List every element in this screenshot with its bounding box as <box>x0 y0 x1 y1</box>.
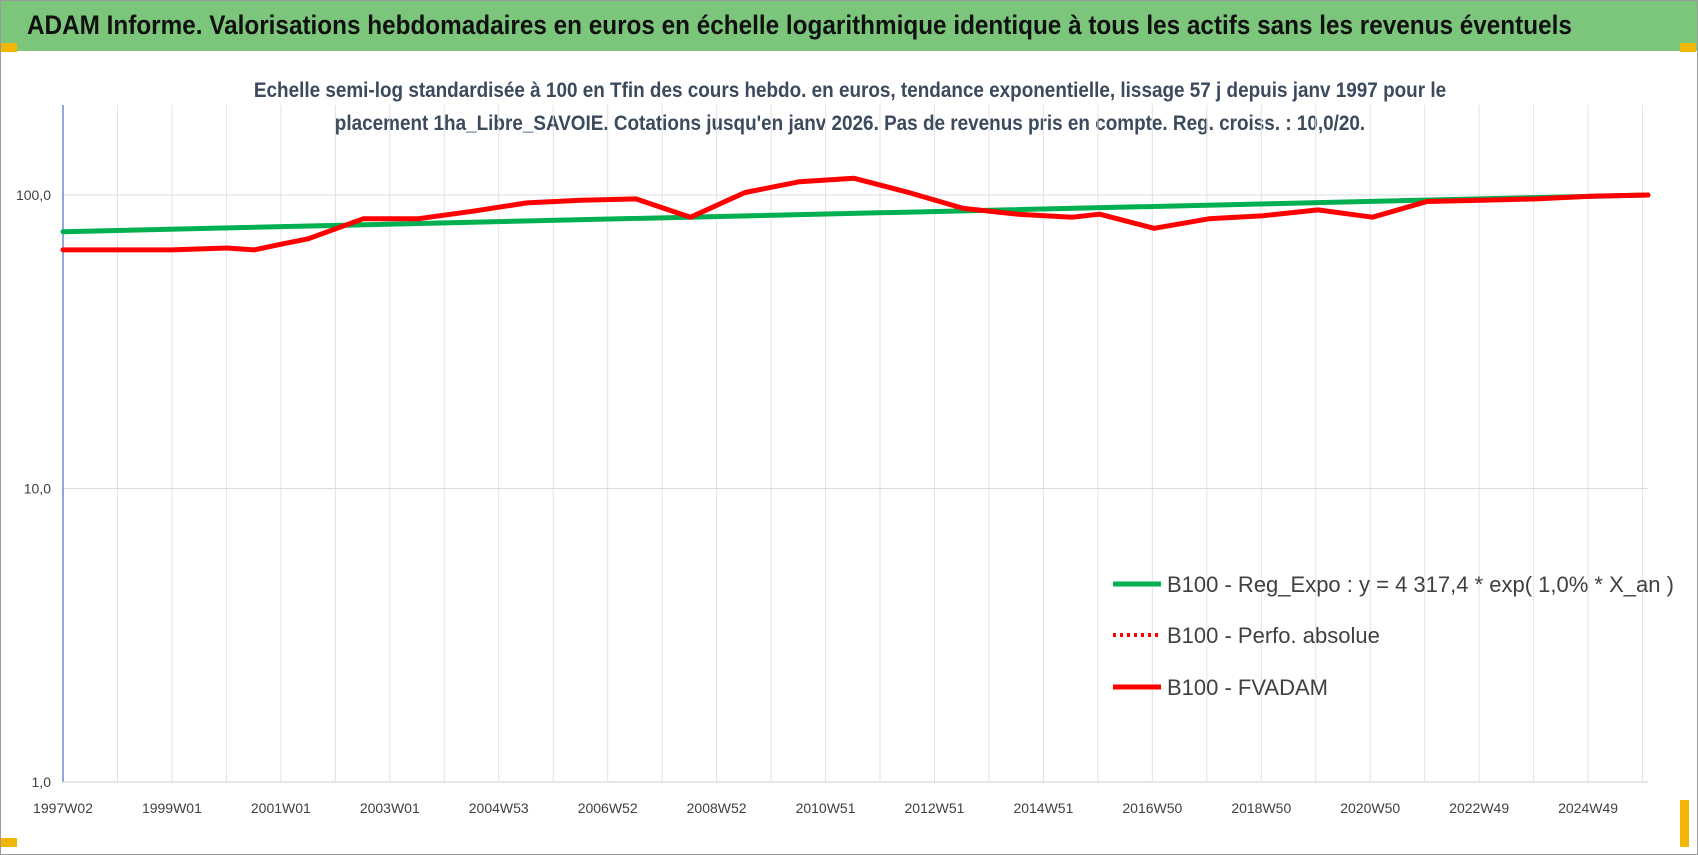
x-tick-label: 2012W51 <box>905 800 965 816</box>
series-lines <box>60 175 1651 253</box>
header-bar: ADAM Informe. Valorisations hebdomadaire… <box>1 1 1697 51</box>
axes: 100,0 10,0 1,0 1997W02 1999W01 2001W01 2003W01… <box>16 105 1648 816</box>
x-tick-label: 2016W50 <box>1122 800 1182 816</box>
x-tick-label: 2008W52 <box>687 800 747 816</box>
x-tick-label: 2004W53 <box>469 800 529 816</box>
x-tick-label: 2001W01 <box>251 800 311 816</box>
x-tick-label: 1997W02 <box>33 800 93 816</box>
series-line-reg-expo <box>60 192 1651 235</box>
x-tick-label: 2022W49 <box>1449 800 1509 816</box>
chart-subtitle: Echelle semi-log standardisée à 100 en T… <box>150 74 1550 140</box>
x-tick-label: 2020W50 <box>1340 800 1400 816</box>
y-tick-label: 10,0 <box>24 481 51 497</box>
chart-subtitle-line1: Echelle semi-log standardisée à 100 en T… <box>253 79 1447 102</box>
corner-marker-tl <box>1 43 17 52</box>
x-tick-label: 2006W52 <box>578 800 638 816</box>
corner-marker-bl <box>1 838 17 847</box>
x-tick-label: 2003W01 <box>360 800 420 816</box>
y-tick-label: 100,0 <box>16 187 51 203</box>
corner-marker-tr <box>1680 43 1696 52</box>
corner-marker-br <box>1680 800 1689 847</box>
legend: B100 - Reg_Expo : y = 4 317,4 * exp( 1,0… <box>1113 572 1674 700</box>
x-tick-label: 2010W51 <box>796 800 856 816</box>
y-tick-label: 1,0 <box>32 774 52 790</box>
x-tick-label: 2014W51 <box>1013 800 1073 816</box>
series-line-fvadam <box>60 175 1651 253</box>
x-tick-label: 2024W49 <box>1558 800 1618 816</box>
x-tick-label: 2018W50 <box>1231 800 1291 816</box>
legend-label: B100 - FVADAM <box>1167 675 1328 700</box>
gridlines <box>62 105 1648 783</box>
legend-label: B100 - Reg_Expo : y = 4 317,4 * exp( 1,0… <box>1167 572 1674 597</box>
legend-label: B100 - Perfo. absolue <box>1167 623 1380 648</box>
page-title: ADAM Informe. Valorisations hebdomadaire… <box>27 10 1572 40</box>
chart-subtitle-line2: placement 1ha_Libre_SAVOIE. Cotations ju… <box>334 112 1366 135</box>
x-tick-label: 1999W01 <box>142 800 202 816</box>
